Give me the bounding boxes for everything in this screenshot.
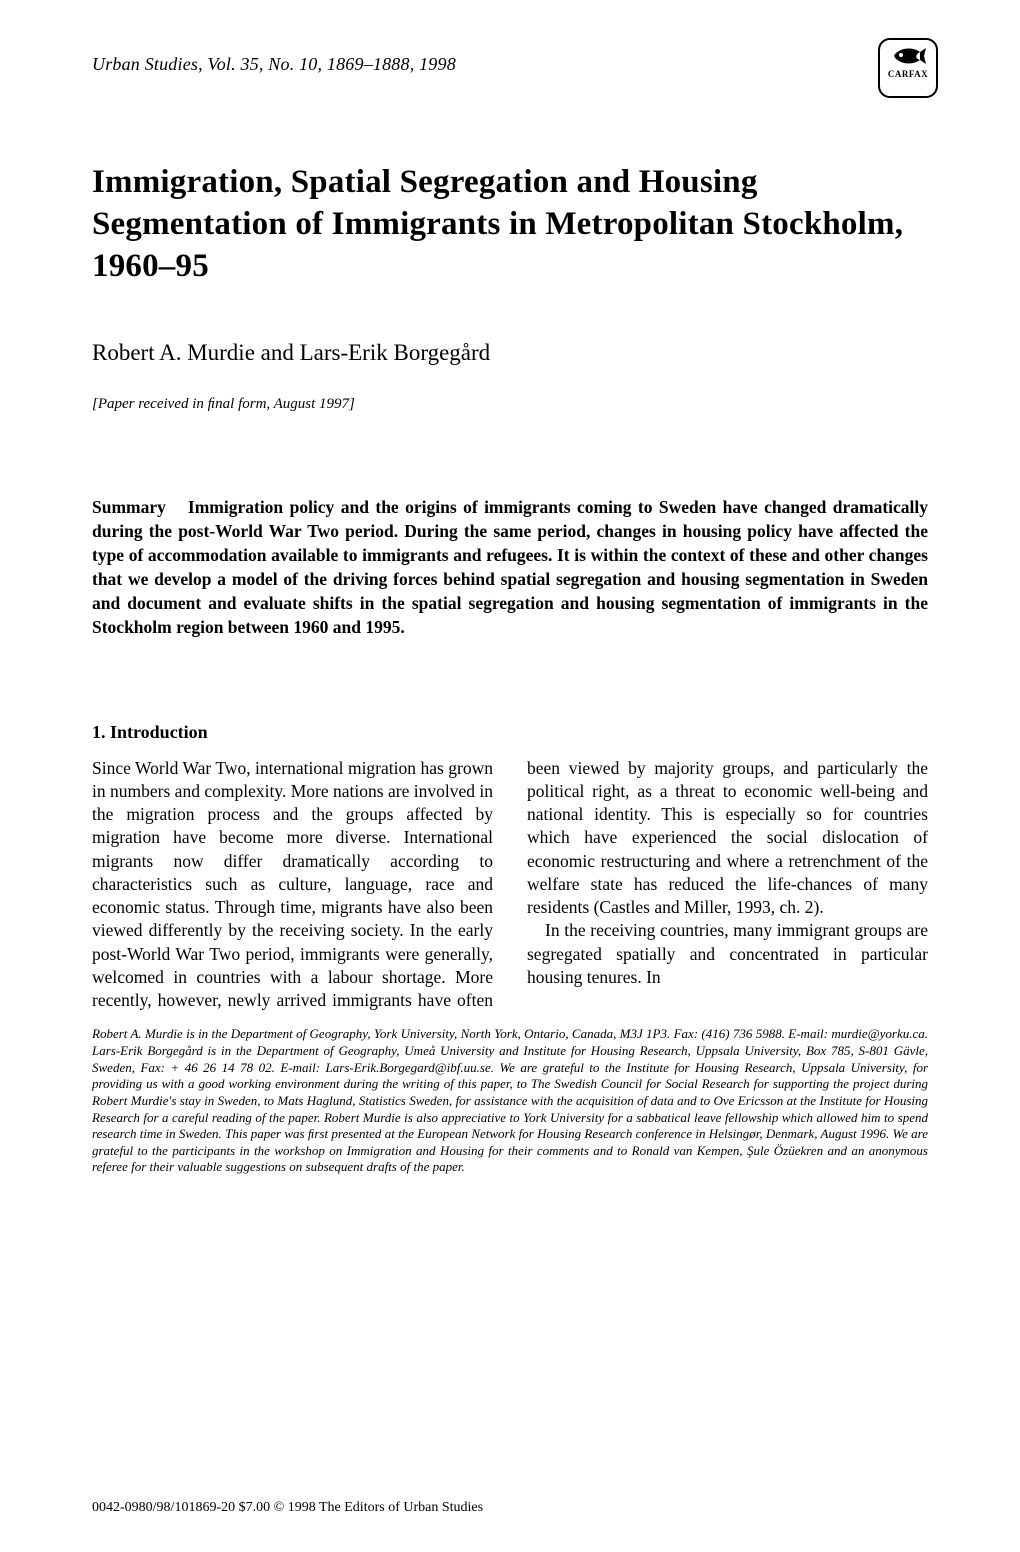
article-title: Immigration, Spatial Segregation and Hou… — [92, 161, 928, 288]
paper-received-note: [Paper received in ﬁnal form, August 199… — [92, 396, 928, 413]
carfax-icon — [890, 44, 926, 68]
page-root: Urban Studies, Vol. 35, No. 10, 1869–188… — [0, 0, 1020, 1552]
body-paragraph: In the receiving countries, many immigra… — [527, 919, 928, 989]
running-head: Urban Studies, Vol. 35, No. 10, 1869–188… — [92, 54, 928, 75]
section-heading-introduction: 1. Introduction — [92, 722, 928, 743]
summary-label: Summary — [92, 497, 166, 517]
summary-text: Immigration policy and the origins of im… — [92, 497, 928, 638]
section-number: 1. — [92, 722, 106, 742]
author-line: Robert A. Murdie and Lars-Erik Borgegård — [92, 340, 928, 366]
body-text-columns: Since World War Two, international migra… — [92, 757, 928, 1013]
summary-block: SummaryImmigration policy and the origin… — [92, 495, 928, 640]
publisher-logo: CARFAX — [878, 38, 938, 98]
copyright-footer: 0042-0980/98/101869-20 $7.00 © 1998 The … — [92, 1500, 483, 1516]
publisher-logo-label: CARFAX — [888, 69, 928, 79]
section-title: Introduction — [110, 722, 208, 742]
affiliation-footnote: Robert A. Murdie is in the Department of… — [92, 1026, 928, 1176]
